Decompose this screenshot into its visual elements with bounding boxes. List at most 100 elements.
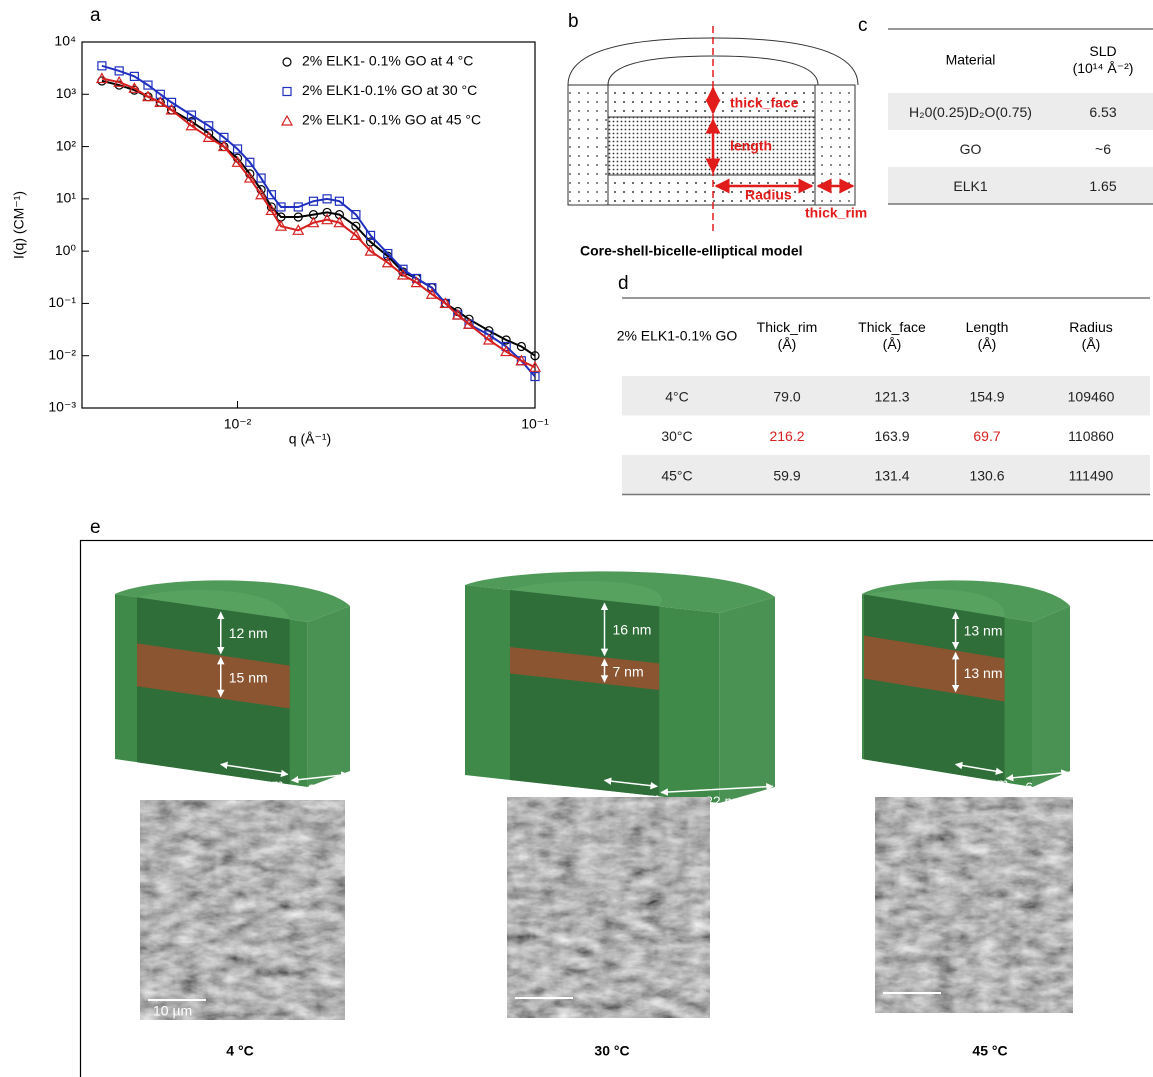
data-point <box>165 103 178 115</box>
y-tick-label: 10¹ <box>56 190 77 206</box>
dim-label: 13 nm <box>964 665 1003 681</box>
table-cell: 69.7 <box>973 428 1000 444</box>
model-side <box>719 597 775 803</box>
data-point <box>451 308 464 320</box>
dim-label: 12 nm <box>229 625 268 641</box>
model-side <box>1032 606 1070 787</box>
table-cell: H₂0(0.25)D₂O(0.75) <box>909 104 1032 120</box>
table-header: Length <box>966 319 1009 335</box>
model-band <box>510 646 660 690</box>
table-cell: ~6 <box>1095 141 1111 157</box>
table-cell: ELK1 <box>953 178 987 194</box>
plot-frame <box>81 41 536 409</box>
model-top-core <box>510 581 662 607</box>
data-point <box>439 297 452 309</box>
sem-image <box>140 800 345 1020</box>
data-point <box>204 121 214 131</box>
model-top-core <box>137 589 290 620</box>
dim-label: 6 nm <box>1025 779 1056 795</box>
dim-label: 7 nm <box>613 663 644 679</box>
panel-label: e <box>90 517 101 538</box>
data-point <box>516 341 526 352</box>
table-header: (Å) <box>978 336 997 352</box>
data-point <box>255 188 268 200</box>
data-point <box>500 345 513 357</box>
y-tick-label: 10⁴ <box>54 33 76 49</box>
x-tick-label: 10⁻¹ <box>521 416 549 432</box>
diagram-label: length <box>730 138 772 154</box>
sem-image <box>507 797 710 1018</box>
table-cell: 6.53 <box>1089 104 1116 120</box>
data-point <box>141 90 155 102</box>
table-cell: 45°C <box>661 467 692 483</box>
legend-label: 2% ELK1- 0.1% GO at 4 °C <box>302 53 473 69</box>
table-cell: 130.6 <box>969 467 1004 483</box>
table-header: Thick_face <box>858 319 926 335</box>
table-header: SLD <box>1089 43 1116 59</box>
dim-arrow <box>954 761 1004 775</box>
table-cell: 163.9 <box>874 428 909 444</box>
table-header: (Å) <box>778 336 797 352</box>
data-point <box>427 283 437 293</box>
y-tick-label: 10⁻¹ <box>48 294 76 310</box>
legend-marker <box>282 86 292 97</box>
bicelle-diagram <box>567 26 859 232</box>
data-point <box>396 268 410 280</box>
data-point <box>217 140 230 152</box>
legend-marker <box>280 114 294 126</box>
dim-arrow <box>290 771 349 784</box>
table-cell: 121.3 <box>874 388 909 404</box>
data-point <box>349 229 362 241</box>
y-tick-label: 10⁰ <box>55 242 77 258</box>
model-band <box>137 643 290 709</box>
legend-label: 2% ELK1- 0.1% GO at 45 °C <box>302 112 481 128</box>
data-point <box>202 131 215 142</box>
data-point <box>231 156 244 167</box>
y-tick-label: 10⁻³ <box>48 399 76 415</box>
table-cell: 111490 <box>1069 467 1114 483</box>
data-point <box>166 97 177 107</box>
table-header: 2% ELK1-0.1% GO <box>617 328 738 344</box>
diagram-label: Radius <box>745 187 792 203</box>
data-point <box>143 80 153 90</box>
model-band <box>864 635 1005 702</box>
dim-label: 15 nm <box>229 670 268 686</box>
data-point <box>293 202 303 212</box>
fit-line <box>101 77 536 369</box>
data-point <box>186 110 197 120</box>
diagram-label: thick_rim <box>805 205 867 221</box>
data-point <box>322 207 332 218</box>
data-point <box>129 71 139 81</box>
table-header: (Å) <box>1082 336 1101 352</box>
data-point <box>243 171 256 183</box>
dim-label: 11 µm <box>245 776 283 792</box>
table-cell: 131.4 <box>874 467 909 483</box>
panel-label: b <box>568 11 579 32</box>
data-point <box>425 287 438 299</box>
data-point <box>334 196 344 206</box>
model-top-core <box>864 589 1005 618</box>
dim-label: 8 nm <box>308 781 339 797</box>
data-point <box>245 157 255 167</box>
model-side <box>307 606 350 787</box>
data-point <box>274 219 288 231</box>
data-point <box>308 196 319 206</box>
sem-image <box>875 797 1073 1013</box>
y-tick-label: 10³ <box>56 85 77 101</box>
data-point <box>482 333 495 345</box>
data-point <box>265 204 278 216</box>
x-axis-label: q (Å⁻¹) <box>289 431 331 447</box>
data-point <box>501 335 511 345</box>
table-cell: 109460 <box>1068 388 1115 404</box>
data-point <box>321 213 334 225</box>
dim-label: 13 nm <box>964 623 1003 639</box>
panel-label: a <box>90 5 101 26</box>
data-point <box>398 264 408 274</box>
table-cell: 59.9 <box>773 467 800 483</box>
table-row-band <box>888 167 1153 204</box>
data-point <box>410 276 423 288</box>
legend-marker <box>282 57 292 67</box>
scale-bar-label: 10 µm <box>153 1003 192 1019</box>
data-point <box>95 72 108 84</box>
y-tick-label: 10⁻² <box>48 346 76 362</box>
